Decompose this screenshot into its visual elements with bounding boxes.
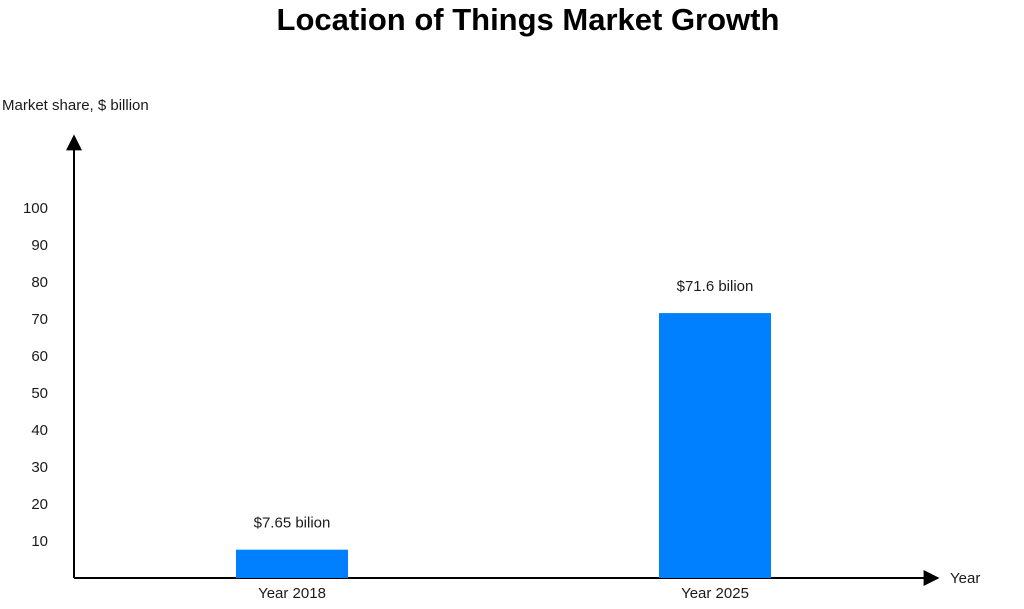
y-tick-label: 60 xyxy=(31,348,48,365)
bar xyxy=(236,549,348,578)
bars xyxy=(236,313,771,578)
data-label: $71.6 bilion xyxy=(677,278,754,295)
x-axis-label: Year xyxy=(950,570,980,587)
data-labels: $7.65 bilion $71.6 bilion xyxy=(254,278,754,532)
y-tick-labels: 10 20 30 40 50 60 70 80 90 100 xyxy=(23,200,48,550)
y-tick-label: 90 xyxy=(31,237,48,254)
y-tick-label: 40 xyxy=(31,422,48,439)
y-tick-label: 30 xyxy=(31,459,48,476)
y-tick-label: 70 xyxy=(31,311,48,328)
category-label: Year 2025 xyxy=(681,585,749,602)
bar xyxy=(659,313,771,578)
y-tick-label: 50 xyxy=(31,385,48,402)
category-labels: Year 2018 Year 2025 xyxy=(258,585,749,602)
category-label: Year 2018 xyxy=(258,585,326,602)
chart-title: Location of Things Market Growth xyxy=(276,2,780,37)
y-axis-label: Market share, $ billion xyxy=(2,97,149,114)
y-tick-label: 20 xyxy=(31,496,48,513)
y-tick-label: 80 xyxy=(31,274,48,291)
y-tick-label: 10 xyxy=(31,533,48,550)
data-label: $7.65 bilion xyxy=(254,515,331,532)
y-tick-label: 100 xyxy=(23,200,48,217)
